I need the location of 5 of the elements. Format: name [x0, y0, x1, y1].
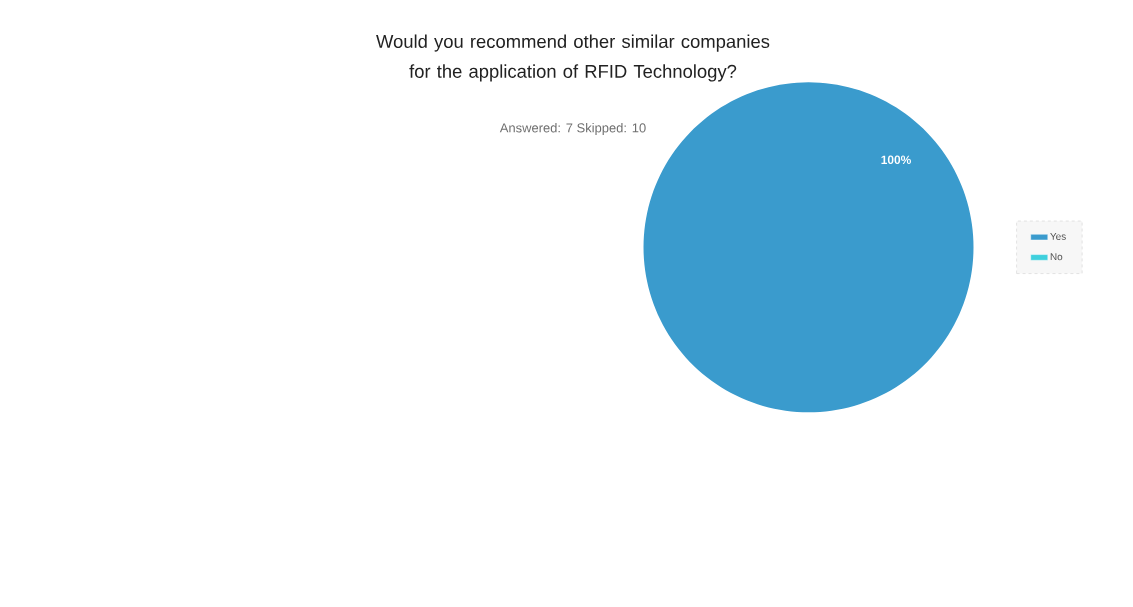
chart-title: Would you recommend other similar companies for the application of RFID Technology? — [376, 34, 770, 82]
legend-label: No — [1050, 253, 1063, 261]
data-label: 100% — [881, 155, 911, 165]
legend-label: Yes — [1050, 232, 1066, 240]
text: Answered: 7 Skipped: 10 — [499, 122, 646, 136]
